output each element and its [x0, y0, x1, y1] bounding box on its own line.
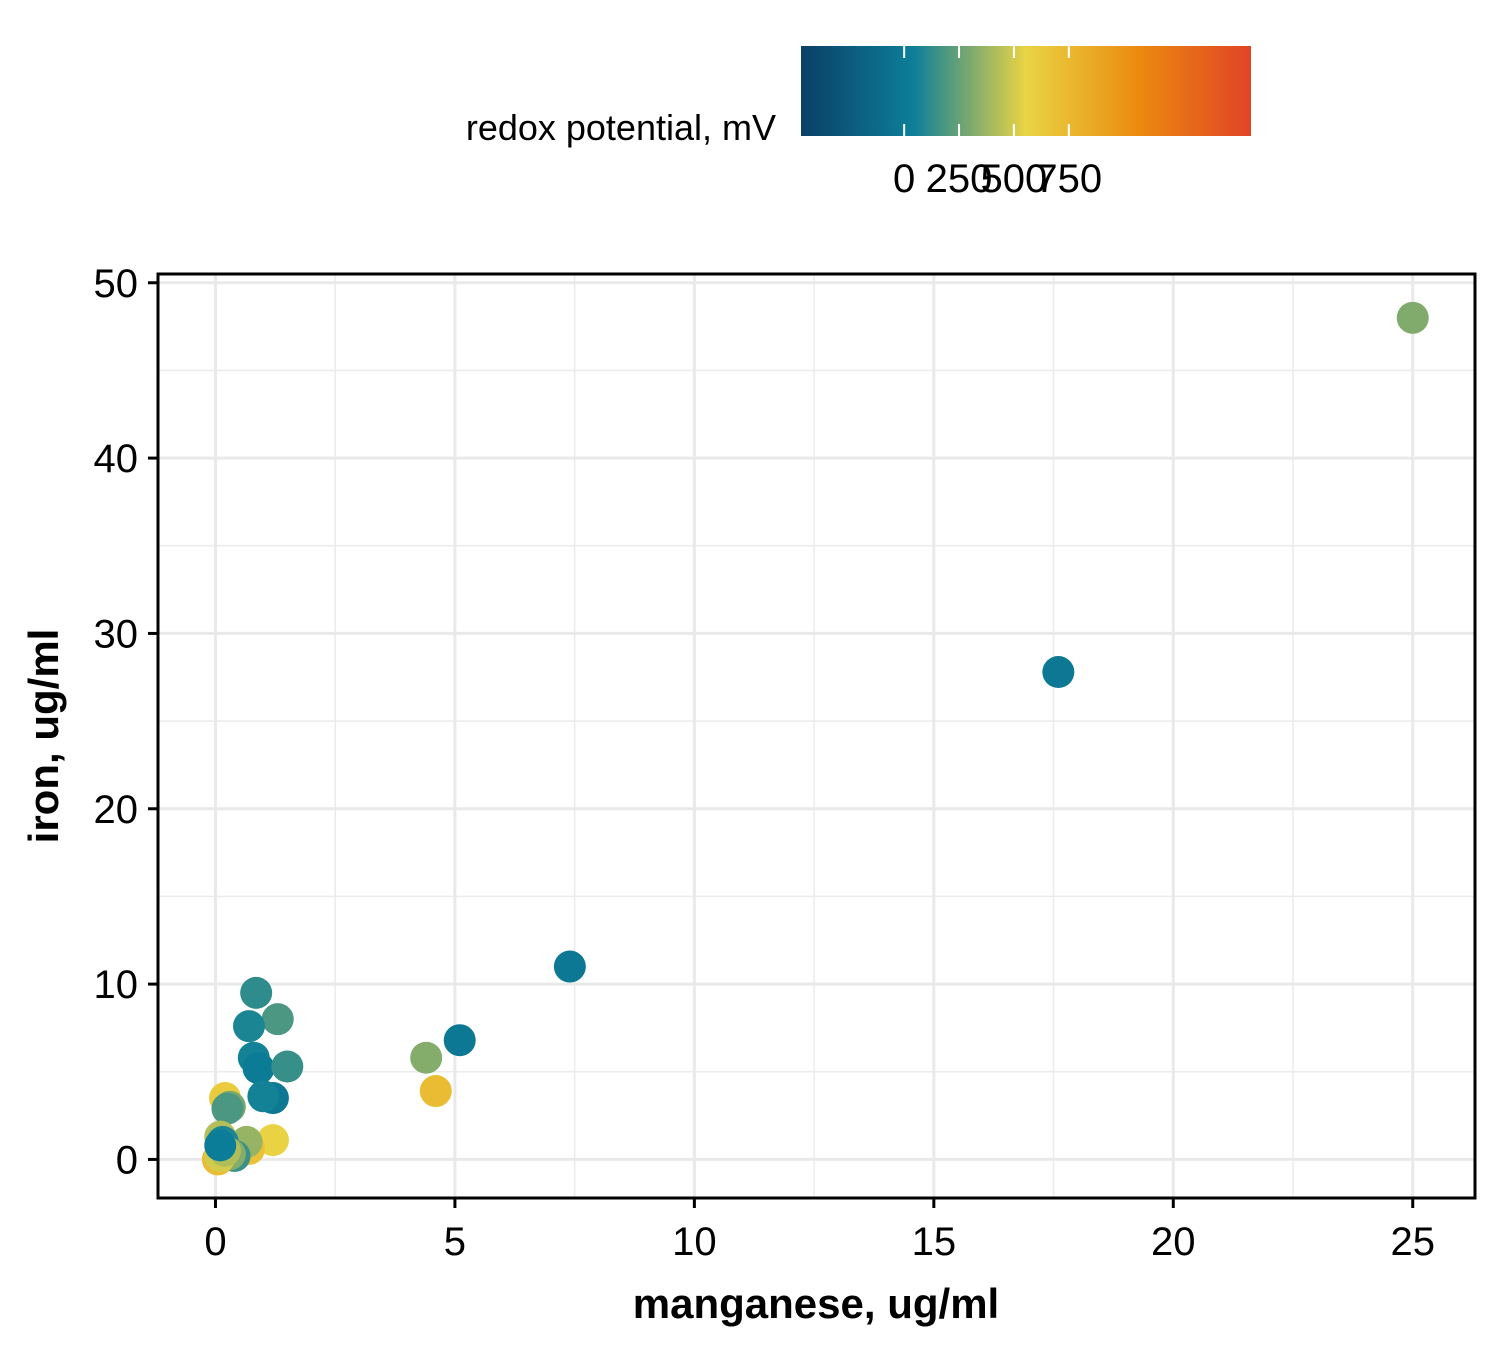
panel-background [158, 274, 1475, 1198]
data-point [232, 1010, 265, 1043]
y-tick-label: 20 [94, 788, 139, 832]
colorbar-tick-label: 250 [926, 157, 993, 201]
x-tick-label: 0 [204, 1220, 226, 1264]
data-point [261, 1003, 294, 1036]
colorbar-tick-label: 750 [1035, 157, 1102, 201]
data-point [247, 1080, 280, 1113]
x-axis-title: manganese, ug/ml [633, 1280, 999, 1327]
data-point [443, 1024, 476, 1057]
y-tick-label: 30 [94, 612, 139, 656]
data-point [410, 1041, 443, 1074]
x-tick-label: 25 [1390, 1220, 1435, 1264]
data-point [242, 1052, 275, 1085]
y-tick-label: 10 [94, 963, 139, 1007]
data-point [1042, 656, 1075, 689]
x-tick-label: 10 [672, 1220, 717, 1264]
x-tick-label: 20 [1151, 1220, 1196, 1264]
colorbar [801, 46, 1251, 136]
panel-border [156, 272, 1477, 1200]
legend-title: redox potential, mV [466, 107, 776, 148]
data-point [553, 950, 586, 983]
y-tick-label: 50 [94, 262, 139, 306]
data-point [271, 1050, 304, 1083]
data-point [419, 1075, 452, 1108]
x-tick-label: 15 [912, 1220, 957, 1264]
y-axis-title: iron, ug/ml [20, 629, 67, 844]
data-point [1396, 301, 1429, 334]
y-tick-label: 0 [116, 1138, 138, 1182]
colorbar-tick-label: 500 [981, 157, 1048, 201]
plot-panel [156, 272, 1477, 1200]
x-axis: 0 5 10 15 20 25 [204, 1198, 1435, 1264]
grid-minor [158, 274, 1475, 1198]
data-points [201, 301, 1429, 1176]
y-tick-label: 40 [94, 437, 139, 481]
data-point [240, 976, 273, 1009]
x-tick-label: 5 [444, 1220, 466, 1264]
data-point [211, 1092, 244, 1125]
data-point [204, 1129, 237, 1162]
colorbar-tick-label: 0 [893, 157, 915, 201]
y-axis: 0 10 20 30 40 50 [94, 262, 158, 1182]
